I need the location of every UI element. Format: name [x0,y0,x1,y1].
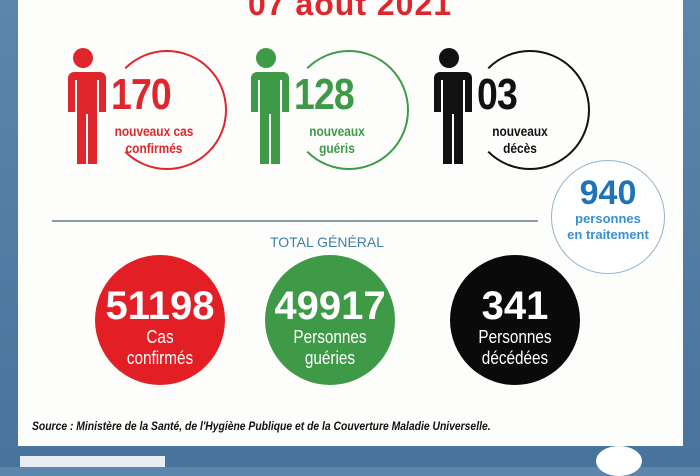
total-label-2: guéries [304,348,356,368]
total-circle: 341 Personnes décédées [450,255,580,385]
treatment-label-1: personnes [575,211,641,226]
total-value: 49917 [274,284,386,328]
new-label-2: confirmés [125,140,183,156]
treatment-label-2: en traitement [567,227,649,242]
total-value: 51198 [105,284,215,328]
total-label-2: décédées [481,348,549,368]
source-note: Source : Ministère de la Santé, de l'Hyg… [32,421,491,433]
total-label-1: Personnes [293,327,367,347]
footer-tag [20,456,165,467]
new-value: 128 [294,70,355,119]
person-icon [432,48,472,164]
date-title: 07 août 2021 [247,0,453,22]
total-label-2: confirmés [126,348,194,368]
total-circle: 51198 Cas confirmés [95,255,225,385]
new-label-2: décès [503,140,537,156]
stat-arc [470,50,590,170]
logo [596,446,642,476]
treatment-value: 940 [579,174,637,212]
stat-arc [289,50,409,170]
stat-arc [107,50,227,170]
new-value: 170 [111,70,172,119]
total-value: 341 [481,284,549,328]
new-label-1: nouveaux cas [114,123,194,139]
person-icon [66,48,106,164]
total-label-1: Cas [146,327,174,347]
new-label-2: guéris [319,140,355,156]
treatment-circle: 940 personnes en traitement [551,160,665,274]
divider [52,220,538,222]
total-heading: TOTAL GÉNÉRAL [269,234,385,250]
total-circle: 49917 Personnes guéries [265,255,395,385]
person-icon [249,48,289,164]
new-value: 03 [477,70,518,119]
new-label-1: nouveaux [309,123,365,139]
new-label-1: nouveaux [492,123,548,139]
total-label-1: Personnes [478,327,552,347]
